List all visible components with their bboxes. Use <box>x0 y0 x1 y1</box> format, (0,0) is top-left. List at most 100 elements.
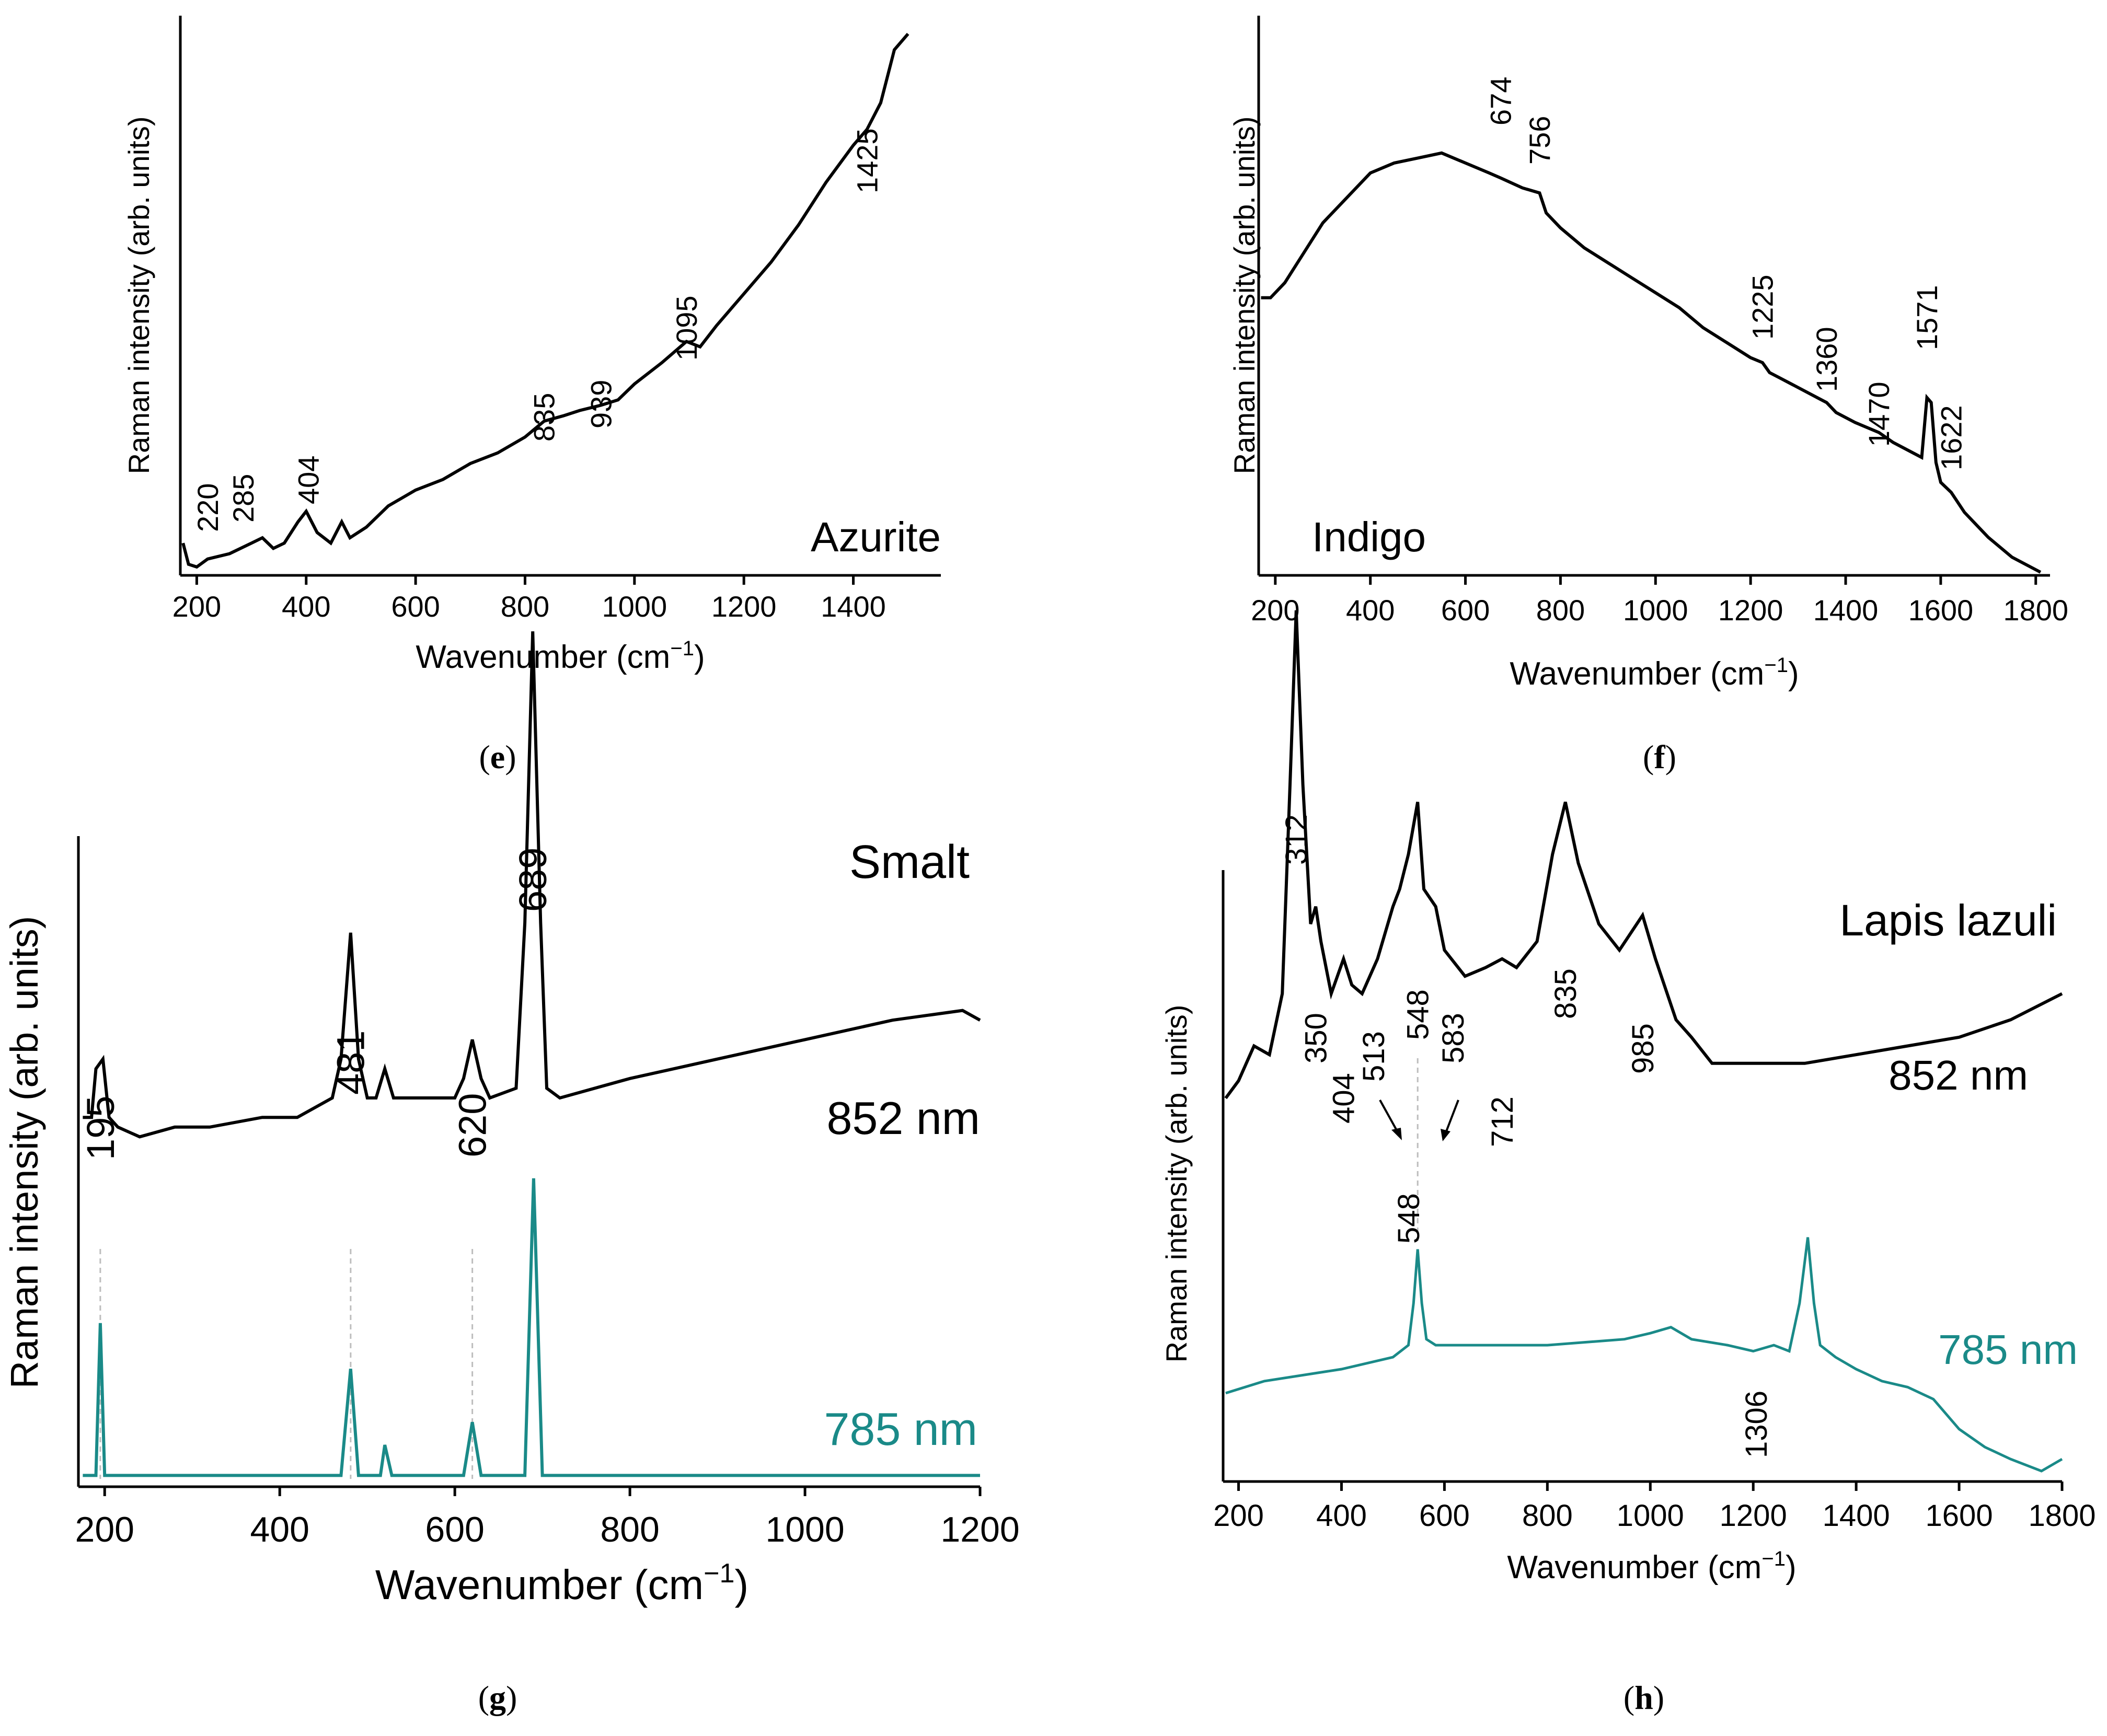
panel-e-peak-label: 939 <box>585 380 618 429</box>
panel-g-peak-label: 195 <box>79 1096 122 1160</box>
panel-f-y-axis-label: Raman intensity (arb. units) <box>1228 117 1261 474</box>
panel-e-caption: (e) <box>479 738 516 776</box>
panel-e-peak-label: 1425 <box>850 128 883 193</box>
panel-e-x-tick-label: 200 <box>172 590 221 623</box>
panel-h-arrow-513 <box>1379 1100 1402 1140</box>
panel-g-x-ticks <box>103 1487 982 1496</box>
panel-h-x-tick-label: 1000 <box>1617 1499 1684 1533</box>
panel-h-peak-label: 548 <box>1401 989 1435 1040</box>
panel-h-785nm-spectrum <box>1225 1237 2063 1473</box>
panel-h-x-tick-label: 1600 <box>1926 1499 1993 1533</box>
panel-h-x-tick-label: 400 <box>1316 1499 1367 1533</box>
panel-h-peak-label: 835 <box>1549 968 1583 1019</box>
panel-f-x-tick-label: 800 <box>1536 594 1585 627</box>
panel-h-peak-label: 548 <box>1392 1193 1426 1244</box>
panel-g-peak-label: 689 <box>511 848 555 912</box>
panel-f-peak-label: 1571 <box>1910 285 1943 350</box>
panel-e-sample-label: Azurite <box>811 514 941 560</box>
panel-g-x-tick-label: 800 <box>600 1510 659 1549</box>
panel-f-x-tick-label: 600 <box>1441 594 1490 627</box>
panel-h-x-axis-label: Wavenumber (cm−1) <box>1507 1547 1796 1585</box>
panel-e-x-tick-labels: 200 400 600 800 1000 1200 1400 <box>172 590 886 623</box>
panel-h-852nm-spectrum <box>1224 610 2063 1100</box>
panel-h-y-axis-label: Raman intensity (arb. units) <box>1160 1005 1193 1363</box>
panel-g-series-label-852: 852 nm <box>826 1092 980 1144</box>
panel-f-peak-label: 1360 <box>1810 327 1843 392</box>
panel-f-x-ticks <box>1274 575 2037 585</box>
panel-h-x-ticks <box>1237 1482 2064 1491</box>
panel-g-852nm-spectrum <box>83 631 981 1139</box>
panel-f-x-axis-label: Wavenumber (cm−1) <box>1510 654 1799 692</box>
panel-f-x-tick-label: 200 <box>1251 594 1299 627</box>
panel-e-y-axis-label: Raman intensity (arb. units) <box>122 117 155 474</box>
panel-g-x-axis-label: Wavenumber (cm−1) <box>375 1558 749 1608</box>
panel-f-peak-label: 674 <box>1484 77 1517 125</box>
panel-g-x-tick-label: 400 <box>250 1510 309 1549</box>
panel-h-x-tick-label: 200 <box>1213 1499 1264 1533</box>
panel-h-series-label-785: 785 nm <box>1938 1326 2078 1373</box>
panel-e-peak-label: 285 <box>227 474 260 523</box>
panel-g-caption: (g) <box>478 1679 517 1716</box>
panel-e-peak-label: 404 <box>292 456 325 504</box>
panel-h-x-tick-label: 800 <box>1522 1499 1573 1533</box>
panel-h-peak-label: 583 <box>1436 1013 1470 1063</box>
panel-f-x-tick-label: 1200 <box>1718 594 1783 627</box>
panel-g-peak-label: 620 <box>451 1093 494 1158</box>
panel-h-x-tick-label: 1800 <box>2028 1499 2096 1533</box>
panel-f-peak-label: 756 <box>1523 116 1556 165</box>
panel-f-x-tick-label: 1000 <box>1623 594 1688 627</box>
panel-h-x-tick-label: 600 <box>1419 1499 1470 1533</box>
panel-g-series-label-785: 785 nm <box>824 1403 977 1455</box>
panel-e-x-tick-label: 800 <box>501 590 549 623</box>
panel-e-x-ticks <box>195 575 855 585</box>
panel-f-x-tick-label: 1600 <box>1908 594 1974 627</box>
panel-g-x-tick-label: 1200 <box>940 1510 1019 1549</box>
panel-e-peak-label: 835 <box>528 393 561 442</box>
panel-f-x-tick-label: 1800 <box>2003 594 2068 627</box>
panel-h-x-tick-label: 1400 <box>1823 1499 1890 1533</box>
panel-f-x-tick-labels: 200 400 600 800 1000 1200 1400 1600 1800 <box>1251 594 2068 627</box>
panel-h-x-tick-labels: 200 400 600 800 1000 1200 1400 1600 1800 <box>1213 1499 2096 1533</box>
panel-e-peak-label: 220 <box>191 483 224 532</box>
panel-e-x-tick-label: 1400 <box>821 590 886 623</box>
panel-e-x-tick-label: 400 <box>282 590 330 623</box>
panel-g-sample-label: Smalt <box>849 836 970 888</box>
panel-f-peak-label: 1225 <box>1746 274 1779 340</box>
panel-h-series-label-852: 852 nm <box>1889 1052 2028 1098</box>
panel-e-x-axis-label: Wavenumber (cm−1) <box>416 637 705 675</box>
panel-g-peak-label: 481 <box>329 1031 373 1095</box>
panel-g-y-axis-label: Raman intensity (arb. units) <box>3 916 46 1389</box>
panel-g-x-tick-label: 200 <box>75 1510 134 1549</box>
panel-g-x-tick-label: 600 <box>425 1510 484 1549</box>
panel-f-peak-label: 1470 <box>1862 381 1895 447</box>
panel-e-peak-labels: 220 285 404 835 939 1095 1425 <box>191 128 883 532</box>
panel-h-lapis-lazuli: 200 400 600 800 1000 1200 1400 1600 1800 312 350 4… <box>1160 610 2096 1716</box>
panel-h-sample-label: Lapis lazuli <box>1839 896 2057 945</box>
panel-h-peak-label: 513 <box>1357 1031 1391 1082</box>
panel-f-peak-label: 1622 <box>1935 405 1968 470</box>
panel-h-peak-label: 1306 <box>1740 1391 1774 1458</box>
panel-h-x-tick-label: 1200 <box>1720 1499 1787 1533</box>
panel-h-arrow-583 <box>1441 1100 1459 1141</box>
panel-h-peak-label: 312 <box>1280 814 1314 865</box>
panel-g-785nm-spectrum <box>83 1178 980 1477</box>
panel-e-azurite-spectrum <box>181 32 909 569</box>
panel-h-peak-label: 404 <box>1327 1073 1361 1124</box>
panel-g-x-tick-labels: 200 400 600 800 1000 1200 <box>75 1510 1020 1549</box>
panel-f-x-tick-label: 400 <box>1346 594 1395 627</box>
panel-f-indigo-spectrum <box>1261 151 2042 574</box>
panel-g-guide-lines <box>99 1249 474 1479</box>
panel-f-x-tick-label: 1400 <box>1813 594 1879 627</box>
panel-e-x-tick-label: 1000 <box>602 590 667 623</box>
panel-f-sample-label: Indigo <box>1312 514 1426 560</box>
panel-e-azurite: 200 400 600 800 1000 1200 1400 220 285 404 835 939… <box>122 16 941 776</box>
panel-g-peak-labels: 195 481 620 689 <box>79 848 555 1160</box>
panel-f-caption: (f) <box>1643 738 1676 776</box>
panel-g-x-tick-label: 1000 <box>765 1510 844 1549</box>
panel-e-x-tick-label: 1200 <box>711 590 777 623</box>
